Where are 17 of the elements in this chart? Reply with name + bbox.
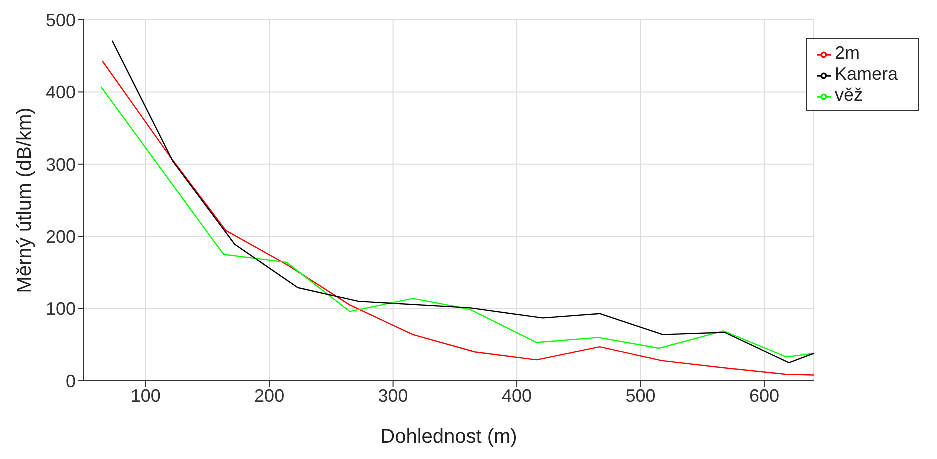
y-tick-label: 200 — [46, 226, 76, 247]
y-tick-label: 500 — [46, 10, 76, 30]
x-tick-label: 500 — [626, 386, 656, 406]
x-tick-label: 200 — [254, 386, 285, 406]
x-axis-title: Dohlednost (m) — [380, 426, 518, 448]
y-tick-label: 300 — [46, 154, 76, 175]
x-tick-label: 600 — [749, 386, 780, 406]
legend-label: věž — [834, 85, 863, 105]
x-tick-label: 400 — [502, 386, 532, 406]
y-tick-label: 400 — [46, 82, 76, 103]
x-tick-label: 300 — [378, 386, 408, 406]
y-tick-label: 100 — [46, 299, 76, 320]
x-tick-label: 100 — [130, 386, 161, 406]
y-tick-label: 0 — [66, 371, 76, 392]
legend-label: Kamera — [834, 64, 898, 84]
legend-label: 2m — [834, 43, 860, 63]
y-axis-title: Měrný útlum (dB/km) — [14, 108, 36, 294]
